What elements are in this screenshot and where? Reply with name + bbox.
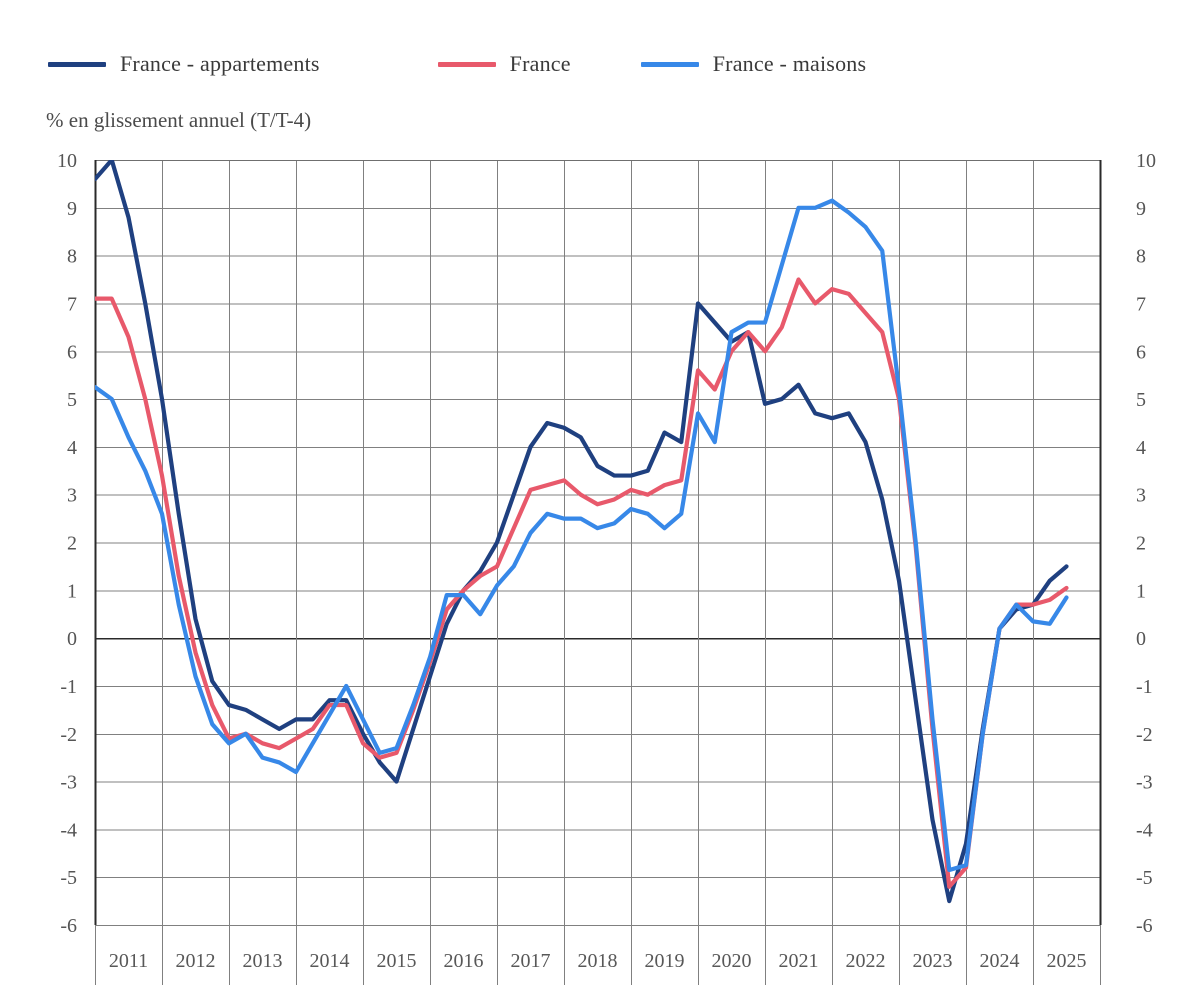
y-tick-label-left: 5 bbox=[67, 389, 77, 411]
legend-label-france: France bbox=[509, 51, 571, 76]
y-tick-label-right: 4 bbox=[1136, 437, 1146, 459]
legend-item-france[interactable]: France bbox=[437, 51, 571, 77]
y-tick-label-left: 2 bbox=[67, 533, 77, 555]
x-tick-label-year: 2024 bbox=[980, 950, 1020, 972]
y-tick-label-right: 7 bbox=[1136, 293, 1146, 315]
y-tick-label-left: 0 bbox=[67, 628, 77, 650]
x-tick-label-year: 2020 bbox=[712, 950, 752, 972]
y-tick-label-right: -4 bbox=[1136, 819, 1153, 841]
chart-legend: France - appartements France France - ma… bbox=[0, 42, 1200, 86]
y-tick-label-left: -5 bbox=[60, 867, 77, 889]
y-axis-unit-label: % en glissement annuel (T/T-4) bbox=[46, 108, 312, 132]
y-tick-label-right: 8 bbox=[1136, 246, 1146, 268]
x-tick-label-year: 2015 bbox=[377, 950, 417, 972]
y-tick-label-right: -2 bbox=[1136, 724, 1153, 746]
y-tick-label-right: -6 bbox=[1136, 915, 1153, 937]
x-tick-label-year: 2016 bbox=[444, 950, 484, 972]
y-tick-label-right: -1 bbox=[1136, 676, 1153, 698]
legend-swatch-maisons bbox=[640, 61, 699, 67]
legend-item-appartements[interactable]: France - appartements bbox=[48, 51, 320, 77]
series-line-maisons bbox=[95, 198, 1069, 873]
y-tick-label-left: 8 bbox=[67, 246, 77, 268]
y-tick-label-left: -1 bbox=[60, 676, 77, 698]
y-tick-label-left: 6 bbox=[67, 341, 77, 363]
x-tick-label-year: 2011 bbox=[109, 950, 148, 972]
plot-frame-group bbox=[94, 160, 1102, 925]
x-tick-label-year: 2025 bbox=[1047, 950, 1087, 972]
y-tick-label-left: 7 bbox=[67, 293, 77, 315]
series-line-appartements bbox=[95, 160, 1069, 904]
x-axis-year-ticks: 2011 2012 2013 2014 2015 2016 2017 2018 2019 2020… bbox=[109, 950, 1087, 972]
y-tick-label-right: 1 bbox=[1136, 580, 1146, 602]
x-tick-label-year: 2022 bbox=[846, 950, 886, 972]
legend-swatch-appartements bbox=[48, 61, 106, 67]
x-tick-label-year: 2017 bbox=[511, 950, 551, 972]
legend-label-maisons: France - maisons bbox=[712, 51, 867, 76]
y-tick-label-right: 9 bbox=[1136, 198, 1146, 220]
y-tick-label-left: -4 bbox=[60, 819, 77, 841]
y-tick-label-right: 0 bbox=[1136, 628, 1146, 650]
legend-item-maisons[interactable]: France - maisons bbox=[640, 51, 867, 77]
x-tick-label-year: 2023 bbox=[913, 950, 953, 972]
x-tick-label-year: 2013 bbox=[243, 950, 283, 972]
y-tick-label-right: -3 bbox=[1136, 772, 1153, 794]
y-tick-label-right: -5 bbox=[1136, 867, 1153, 889]
y-tick-label-right: 2 bbox=[1136, 533, 1146, 555]
y-tick-label-right: 5 bbox=[1136, 389, 1146, 411]
y-tick-label-left: 4 bbox=[67, 437, 77, 459]
y-tick-label-right: 10 bbox=[1136, 150, 1156, 172]
legend-label-appartements: France - appartements bbox=[120, 51, 320, 76]
y-tick-label-left: 9 bbox=[67, 198, 77, 220]
x-tick-label-year: 2019 bbox=[645, 950, 685, 972]
data-series-group bbox=[95, 160, 1069, 904]
legend-swatch-france bbox=[437, 61, 496, 67]
x-tick-label-year: 2012 bbox=[176, 950, 216, 972]
x-tick-label-year: 2018 bbox=[578, 950, 618, 972]
y-tick-label-left: 10 bbox=[57, 150, 77, 172]
y-tick-label-left: -6 bbox=[60, 915, 77, 937]
x-tick-label-year: 2021 bbox=[779, 950, 819, 972]
y-tick-label-left: 3 bbox=[67, 485, 77, 507]
y-tick-label-left: -2 bbox=[60, 724, 77, 746]
y-tick-label-left: 1 bbox=[67, 580, 77, 602]
y-tick-label-right: 3 bbox=[1136, 485, 1146, 507]
x-tick-label-year: 2014 bbox=[310, 950, 350, 972]
y-tick-label-left: -3 bbox=[60, 772, 77, 794]
y-tick-label-right: 6 bbox=[1136, 341, 1146, 363]
